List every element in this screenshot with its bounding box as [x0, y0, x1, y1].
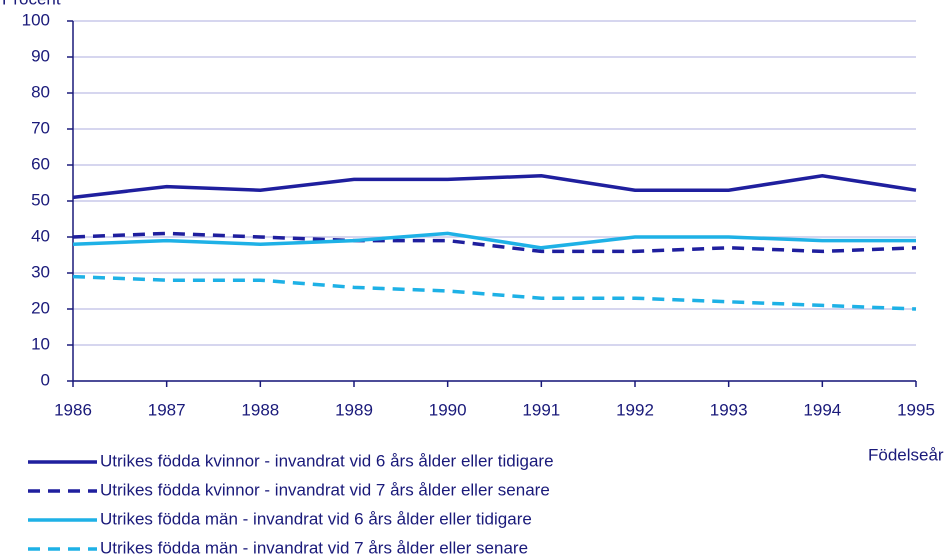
y-tick-label: 10	[31, 334, 50, 353]
x-axis-label: Födelseår	[868, 445, 944, 464]
legend-label: Utrikes födda män - invandrat vid 6 års …	[100, 509, 532, 528]
x-tick-label: 1986	[54, 400, 92, 419]
x-tick-label: 1987	[148, 400, 186, 419]
y-tick-label: 70	[31, 118, 50, 137]
y-tick-label: 50	[31, 190, 50, 209]
y-tick-label: 40	[31, 226, 50, 245]
x-tick-label: 1990	[429, 400, 467, 419]
series-line	[72, 274, 917, 311]
y-tick-label: 30	[31, 262, 50, 281]
legend-label: Utrikes födda kvinnor - invandrat vid 7 …	[100, 480, 550, 499]
y-tick-label: 60	[31, 154, 50, 173]
y-tick-label: 100	[22, 10, 50, 29]
series-line	[72, 174, 917, 200]
series-line	[72, 231, 917, 254]
x-tick-label: 1989	[335, 400, 373, 419]
y-tick-label: 20	[31, 298, 50, 317]
legend-label: Utrikes födda kvinnor - invandrat vid 6 …	[100, 451, 554, 470]
x-tick-label: 1994	[803, 400, 841, 419]
series-line	[72, 231, 916, 250]
x-tick-label: 1988	[241, 400, 279, 419]
x-tick-label: 1991	[522, 400, 560, 419]
x-tick-label: 1995	[897, 400, 935, 419]
y-axis-label: Procent	[2, 0, 61, 8]
legend-label: Utrikes födda män - invandrat vid 7 års …	[100, 538, 528, 556]
x-tick-label: 1992	[616, 400, 654, 419]
y-tick-label: 80	[31, 82, 50, 101]
y-tick-label: 90	[31, 46, 50, 65]
y-tick-label: 0	[41, 370, 50, 389]
x-tick-label: 1993	[710, 400, 748, 419]
